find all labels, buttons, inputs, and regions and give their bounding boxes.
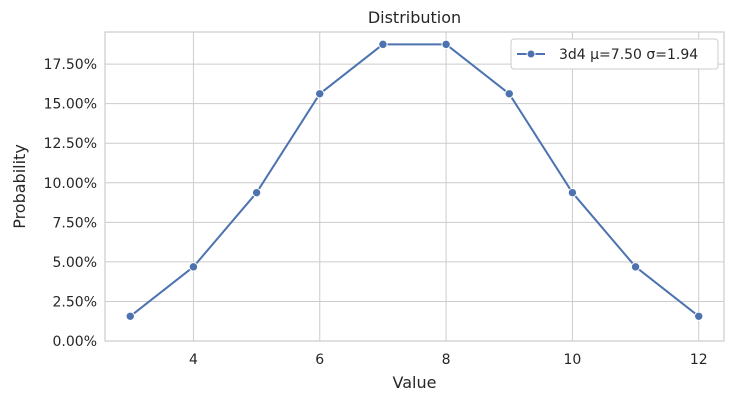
y-tick-label: 5.00% (53, 255, 97, 271)
x-tick-label: 10 (563, 352, 581, 368)
x-tick-label: 12 (690, 352, 708, 368)
plot-area-frame (104, 31, 725, 342)
y-tick-label: 0.00% (53, 334, 97, 350)
y-tick-label: 12.50% (44, 136, 97, 152)
x-tick-label: 8 (442, 352, 451, 368)
y-tick-label: 2.50% (53, 294, 97, 310)
data-point (694, 311, 704, 321)
chart-title: Distribution (368, 8, 461, 27)
data-point (378, 39, 388, 50)
data-point (188, 262, 199, 272)
x-tick-label: 6 (315, 352, 324, 368)
data-point (125, 311, 135, 321)
y-tick-label: 10.00% (44, 176, 97, 192)
y-tick-label: 15.00% (44, 97, 97, 113)
data-point (441, 39, 451, 50)
data-point (251, 187, 262, 198)
x-axis-title: Value (393, 373, 437, 392)
y-tick-label: 7.50% (53, 215, 97, 231)
legend-marker-swatch (526, 49, 536, 59)
y-axis-title: Probability (10, 144, 29, 229)
series-layer (125, 39, 704, 321)
data-point (504, 89, 514, 99)
legend-box (510, 38, 719, 70)
series-line (129, 43, 700, 318)
legend: 3d4 μ=7.50 σ=1.94 (510, 38, 719, 70)
data-point (315, 89, 325, 99)
data-point (567, 187, 578, 198)
tick-labels: 4 6 8 10 12 0.00% 2.50% 5.00% 7.50% 10.00% 12.50% 1… (44, 57, 708, 368)
grid (105, 32, 724, 342)
x-tick-label: 4 (189, 352, 198, 368)
y-tick-label: 17.50% (44, 57, 97, 73)
data-point (630, 262, 641, 272)
legend-label: 3d4 μ=7.50 σ=1.94 (559, 47, 698, 63)
